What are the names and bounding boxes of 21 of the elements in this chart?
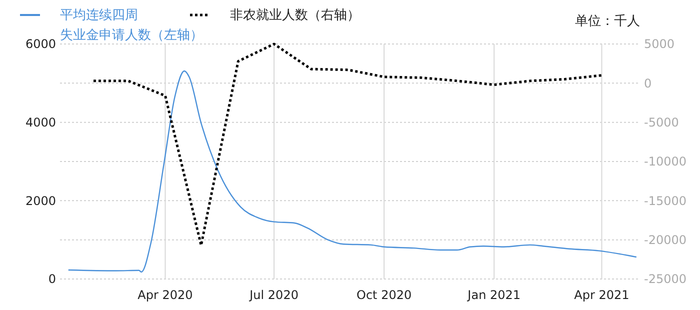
line-series: [68, 70, 638, 273]
y2-tick-label: -15000: [644, 194, 687, 208]
line-series: [92, 42, 603, 247]
y-tick-label: 4000: [25, 116, 56, 130]
y2-tick-label: 5000: [644, 37, 675, 52]
text: 单位：千人: [575, 14, 640, 29]
legend-label: 非农就业人数（右轴）: [230, 8, 360, 23]
x-tick-label: Jul 2020: [248, 288, 298, 302]
x-tick-label: Apr 2021: [574, 288, 630, 302]
y2-tick-label: -5000: [644, 116, 679, 130]
y2-tick-label: -20000: [644, 233, 687, 248]
y-tick-label: 0: [48, 272, 56, 286]
y-tick-label: 2000: [25, 194, 56, 208]
y2-tick-label: -10000: [644, 154, 687, 169]
x-tick-label: Oct 2020: [356, 288, 412, 302]
x-tick-label: Jan 2021: [466, 288, 521, 302]
y2-tick-label: -25000: [644, 272, 687, 286]
x-tick-label: Apr 2020: [138, 288, 193, 302]
y2-tick-label: 0: [644, 76, 652, 90]
legend-label: 平均连续四周失业金申请人数（左轴）: [60, 8, 203, 43]
y-tick-label: 6000: [25, 37, 56, 52]
